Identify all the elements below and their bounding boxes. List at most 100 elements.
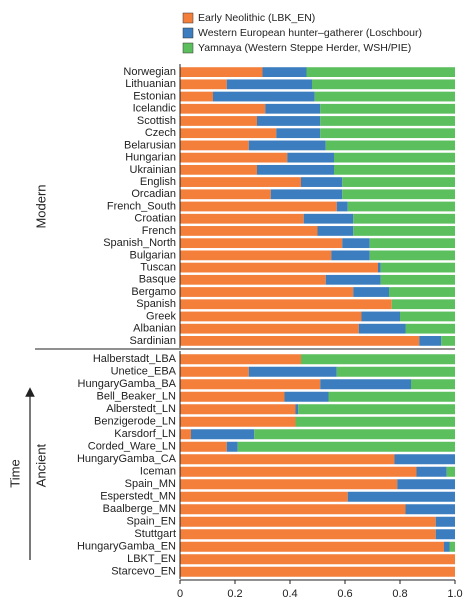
bar-segment [180, 140, 249, 151]
bar-segment [336, 366, 455, 377]
bar-segment [191, 429, 255, 440]
bar-segment [416, 466, 447, 477]
bar-segment [325, 140, 455, 151]
bar-segment [380, 274, 455, 285]
bar-segment [342, 177, 455, 187]
x-tick-label: 1.0 [447, 588, 462, 600]
y-tick-label: Hungarian [125, 152, 176, 164]
bar-segment [265, 103, 321, 114]
bar-segment [325, 274, 381, 285]
bar-segment [180, 189, 271, 200]
bar-segment [334, 152, 455, 163]
y-tick-label: Tuscan [140, 261, 176, 273]
bar-segment [320, 128, 455, 139]
bar-segment [347, 201, 455, 212]
y-tick-label: Scottish [137, 115, 176, 127]
bar-segment [287, 152, 334, 163]
y-tick-label: Benzigerode_LN [94, 416, 176, 428]
bar-segment [180, 323, 359, 334]
bar-segment [389, 287, 455, 297]
bar-segment [180, 299, 392, 310]
bar-segment [378, 262, 381, 273]
y-tick-label: Unetice_EBA [111, 366, 177, 378]
bar-segment [358, 323, 406, 334]
bar-segment [270, 189, 343, 200]
bar-segment [342, 238, 370, 249]
bar-segment [295, 416, 455, 427]
y-tick-label: Belarusian [124, 139, 176, 151]
bar-segment [180, 128, 277, 139]
y-tick-label: Albanian [133, 323, 176, 335]
bar-segment [295, 404, 299, 415]
bar-segment [317, 226, 354, 236]
bar-segment [394, 454, 455, 465]
bar-segment [312, 79, 455, 90]
bar-segment [336, 201, 348, 212]
y-tick-label: Stuttgart [134, 528, 176, 540]
bar-segment [180, 491, 348, 502]
bar-segment [400, 311, 455, 322]
group-label: Modern [33, 184, 48, 228]
y-tick-label: Sardinian [130, 335, 176, 347]
bar-segment [180, 454, 395, 465]
legend-label: Western European hunter–gatherer (Loschb… [198, 27, 422, 39]
x-tick-label: 0.8 [392, 588, 407, 600]
y-tick-label: Baalberge_MN [103, 503, 176, 515]
bar-segment [257, 164, 334, 175]
bar-segment [180, 391, 285, 402]
bar-segment [342, 189, 455, 200]
y-tick-label: Bergamo [131, 286, 176, 298]
time-label: Time [7, 459, 22, 487]
bar-segment [353, 226, 455, 236]
bar-segment [180, 152, 288, 163]
bar-segment [369, 238, 455, 249]
bar-segment [237, 441, 455, 452]
y-tick-label: French_South [107, 200, 176, 212]
bar-segment [441, 336, 455, 346]
bar-segment [306, 67, 455, 77]
bar-segment [180, 541, 444, 552]
y-tick-label: French [142, 225, 176, 237]
bar-segment [369, 250, 455, 261]
bar-segment [180, 404, 296, 415]
legend-swatch [182, 27, 194, 39]
bar-segment [180, 354, 301, 365]
y-tick-label: English [140, 176, 176, 188]
bar-segment [303, 213, 354, 224]
bar-segment [449, 541, 455, 552]
bar-segment [262, 67, 307, 77]
y-tick-label: Estonian [133, 90, 176, 102]
bar-segment [180, 516, 436, 527]
y-tick-label: Halberstadt_LBA [93, 353, 177, 365]
bar-segment [248, 140, 326, 151]
y-tick-label: Norwegian [123, 66, 176, 78]
bar-segment [405, 504, 455, 515]
y-tick-label: Spanish_North [103, 237, 176, 249]
legend-swatch [182, 12, 194, 24]
bar-segment [180, 274, 326, 285]
y-tick-label: HungaryGamba_BA [78, 378, 177, 390]
x-tick-label: 0.4 [282, 588, 297, 600]
bar-segment [180, 67, 263, 77]
bar-segment [180, 262, 378, 273]
bar-segment [257, 116, 321, 126]
bar-segment [334, 164, 455, 175]
bar-segment [284, 391, 329, 402]
bar-segment [180, 201, 337, 212]
bar-segment [180, 379, 321, 390]
bar-segment [446, 466, 455, 477]
y-tick-label: Spain_MN [125, 478, 176, 490]
group-label: Ancient [33, 443, 48, 487]
bar-segment [301, 354, 455, 365]
bar-segment [328, 391, 455, 402]
y-tick-label: Alberstedt_LN [106, 403, 176, 415]
bar-segment [331, 250, 370, 261]
bar-segment [180, 566, 455, 577]
bar-segment [180, 311, 362, 322]
bar-segment [320, 103, 455, 114]
bar-segment [180, 177, 301, 187]
bar-segment [180, 529, 436, 540]
y-tick-label: Croatian [134, 213, 176, 225]
